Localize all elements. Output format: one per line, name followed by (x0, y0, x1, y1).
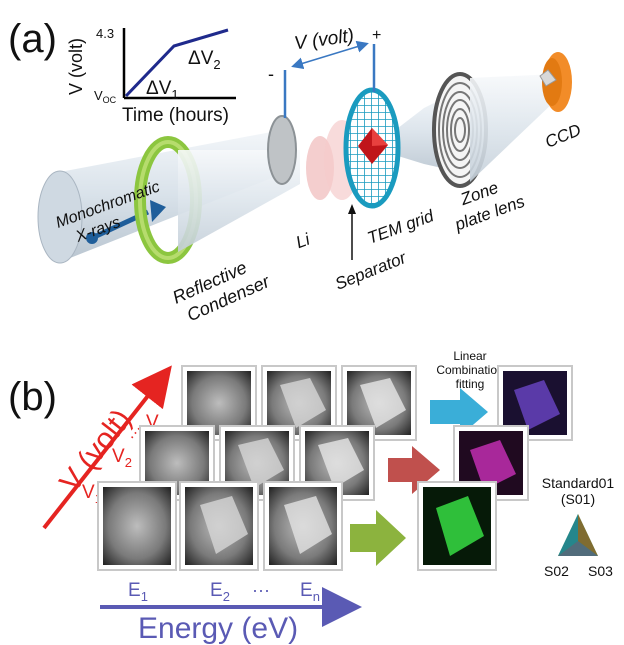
inset-dv2: ΔV2 (188, 48, 221, 72)
condenser-label: ReflectiveCondenser (169, 251, 273, 328)
fitting-arrow-cyan (430, 388, 488, 436)
inset-xlabel: Time (hours) (122, 105, 229, 126)
li-label: Li (293, 229, 313, 252)
detector-beam (470, 74, 556, 182)
energy-axis-label: Energy (eV) (138, 612, 298, 645)
e2-label: E2 (210, 580, 230, 604)
inset-ylabel: V (volt) (66, 38, 86, 95)
inset-dv1: ΔV1 (146, 78, 179, 102)
result-tile-bottom (417, 481, 497, 571)
tem-grid-label: TEM grid (365, 206, 437, 248)
converging-beam (178, 150, 300, 252)
tile-v1-e1 (97, 481, 177, 571)
inset-y-bottom: VOC (94, 88, 117, 105)
tile-vn-en (341, 365, 417, 441)
sample-particle (358, 128, 388, 164)
legend-s02: S02 (544, 563, 569, 579)
voltage-axis-arrow (42, 365, 172, 530)
legend-sub: (S01) (561, 491, 595, 507)
standards-legend: Standard01 (S01) S02 S03 (542, 475, 615, 579)
inset-y-top: 4.3 (96, 26, 114, 41)
plus-terminal: + (372, 27, 381, 44)
en-label: En (300, 580, 320, 604)
minus-terminal: - (268, 64, 274, 84)
separator-pointer (348, 204, 356, 260)
fitting-arrow-green (350, 510, 406, 566)
ccd-label: CCD (542, 120, 583, 151)
voltage-arrow (291, 40, 369, 70)
tem-grid (343, 87, 401, 209)
fitting-label: Linear Combination fitting (436, 349, 503, 391)
fitting-arrow-red (388, 446, 440, 494)
v2-label: V2 (112, 446, 132, 470)
inset-voltage-curve (124, 28, 229, 98)
electrode-disc (267, 115, 297, 185)
tile-v1-en (263, 481, 343, 571)
legend-title: Standard01 (542, 475, 615, 491)
tile-v1-e2 (179, 481, 259, 571)
image-stack (97, 365, 417, 571)
separator-label: Separator (332, 248, 410, 294)
panel-b-label: (b) (8, 375, 57, 419)
panel-a-label: (a) (8, 17, 57, 61)
ccd-detector (539, 52, 572, 112)
voltage-circuit: - + V (volt) (268, 25, 381, 118)
legend-s03: S03 (588, 563, 613, 579)
e1-label: E1 (128, 580, 148, 604)
energy-dots: ··· (252, 580, 270, 600)
voltage-time-inset: 4.3 VOC V (volt) Time (hours) ΔV1 ΔV2 (66, 26, 236, 126)
